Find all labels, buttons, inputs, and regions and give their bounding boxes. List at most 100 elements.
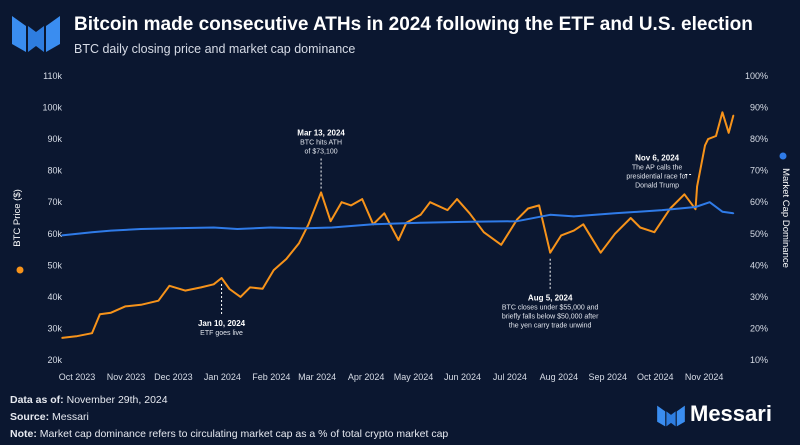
dominance-point bbox=[516, 220, 518, 222]
price-point bbox=[361, 198, 363, 200]
y-right-tick-label: 20% bbox=[750, 323, 768, 333]
chart-subtitle: BTC daily closing price and market cap d… bbox=[74, 42, 356, 56]
x-tick-label: Nov 2023 bbox=[107, 372, 146, 382]
dominance-point bbox=[236, 228, 239, 230]
x-tick-label: Jan 2024 bbox=[204, 372, 241, 382]
price-point bbox=[614, 232, 616, 235]
y-left-tick-label: 40k bbox=[47, 292, 62, 302]
price-point bbox=[715, 135, 717, 137]
price-point bbox=[397, 239, 400, 241]
dominance-legend-marker bbox=[779, 152, 787, 160]
y-right-tick-label: 90% bbox=[750, 103, 768, 113]
price-point bbox=[261, 287, 264, 290]
btc-chart: 20k 30k 40k 50k 60k 70k 80k 90k 100k 110k 10% 20% 3… bbox=[12, 71, 791, 382]
dominance-point bbox=[468, 220, 471, 223]
annotation-text: briefly falls below $50,000 after bbox=[502, 314, 599, 321]
price-point bbox=[696, 185, 698, 188]
x-tick-label: Mar 2024 bbox=[298, 372, 336, 382]
dominance-point bbox=[140, 228, 142, 230]
footer: Data as of: November 29th, 2024 Source: … bbox=[10, 392, 448, 443]
annotation-text: of $73,100 bbox=[305, 148, 338, 155]
y-right-tick-label: 30% bbox=[750, 292, 768, 302]
y-right-tick-label: 10% bbox=[750, 355, 768, 365]
dominance-point bbox=[301, 227, 303, 230]
price-point bbox=[184, 289, 187, 292]
x-tick-label: Aug 2024 bbox=[540, 372, 579, 382]
annotation-title: Jan 10, 2024 bbox=[198, 319, 246, 328]
dominance-point bbox=[721, 210, 724, 213]
note-line: Note: Market cap dominance refers to cir… bbox=[10, 428, 449, 440]
chart-title: Bitcoin made consecutive ATHs in 2024 fo… bbox=[74, 14, 753, 35]
x-tick-label: Jul 2024 bbox=[493, 372, 527, 382]
x-tick-label: Dec 2023 bbox=[154, 372, 193, 382]
price-point bbox=[124, 305, 126, 308]
price-point bbox=[538, 204, 540, 207]
y-left-tick-label: 110k bbox=[43, 71, 62, 81]
price-point bbox=[350, 204, 352, 207]
dominance-point bbox=[91, 231, 93, 233]
dominance-point bbox=[661, 209, 664, 211]
price-point bbox=[707, 138, 709, 140]
axis-titles: BTC Price ($) Market Cap Dominance bbox=[12, 152, 791, 274]
x-tick-label: Oct 2024 bbox=[637, 372, 674, 382]
price-point bbox=[516, 218, 518, 221]
price-point bbox=[732, 114, 735, 117]
source-line: Source: Messari bbox=[10, 411, 89, 423]
chart-annotations: Jan 10, 2024 ETF goes live Mar 13, 2024 BTC… bbox=[198, 128, 692, 337]
brand-name: Messari bbox=[690, 401, 772, 426]
price-point bbox=[110, 311, 112, 314]
y-right-tick-label: 40% bbox=[750, 260, 768, 270]
dominance-point bbox=[110, 229, 112, 232]
annotation-title: Nov 6, 2024 bbox=[635, 153, 680, 162]
dominance-point bbox=[331, 226, 333, 229]
price-point bbox=[694, 208, 697, 210]
x-tick-label: May 2024 bbox=[394, 372, 434, 382]
y-left-axis-title: BTC Price ($) bbox=[12, 189, 23, 247]
y-left-tick-label: 30k bbox=[47, 323, 62, 333]
chart-header: Bitcoin made consecutive ATHs in 2024 fo… bbox=[10, 10, 790, 60]
price-point bbox=[446, 209, 449, 211]
price-point bbox=[61, 337, 63, 339]
price-point bbox=[560, 234, 563, 237]
y-right-axis-title: Market Cap Dominance bbox=[780, 168, 791, 268]
x-axis: Oct 2023 Nov 2023 Dec 2023 Jan 2024 Feb 2024… bbox=[59, 372, 724, 382]
price-legend-marker bbox=[16, 266, 24, 274]
dominance-point bbox=[614, 212, 616, 215]
y-left-tick-label: 70k bbox=[47, 197, 62, 207]
price-point bbox=[272, 269, 275, 271]
right-y-axis: 10% 20% 30% 40% 50% 60% 70% 80% 90% 100% bbox=[745, 71, 768, 365]
price-point bbox=[582, 223, 585, 226]
price-point bbox=[212, 283, 215, 286]
y-right-tick-label: 60% bbox=[750, 197, 768, 207]
x-tick-label: Apr 2024 bbox=[348, 372, 385, 382]
dominance-point bbox=[179, 227, 182, 229]
price-point bbox=[500, 244, 502, 246]
dominance-point bbox=[708, 201, 711, 204]
price-point bbox=[298, 242, 300, 245]
price-point bbox=[168, 285, 171, 287]
price-point bbox=[527, 207, 529, 210]
price-point bbox=[419, 214, 422, 216]
price-point bbox=[228, 288, 231, 290]
dominance-point bbox=[419, 221, 422, 224]
y-left-tick-label: 60k bbox=[47, 229, 62, 239]
chart-series bbox=[61, 111, 735, 339]
price-point bbox=[91, 332, 93, 334]
price-point bbox=[239, 296, 242, 298]
x-tick-label: Jun 2024 bbox=[444, 372, 481, 382]
price-point bbox=[285, 258, 288, 260]
price-point bbox=[549, 251, 551, 254]
price-point bbox=[573, 229, 575, 232]
price-point bbox=[721, 111, 724, 114]
dominance-point bbox=[61, 234, 63, 237]
dominance-point bbox=[212, 226, 215, 229]
annotation-text: presidential race for bbox=[626, 173, 688, 180]
data-as-of: Data as of: November 29th, 2024 bbox=[10, 394, 168, 406]
price-point bbox=[727, 132, 730, 134]
x-tick-label: Oct 2023 bbox=[59, 372, 96, 382]
price-point bbox=[320, 191, 322, 194]
price-point bbox=[157, 299, 160, 302]
price-point bbox=[75, 335, 78, 338]
price-point bbox=[429, 201, 431, 204]
price-point bbox=[704, 144, 706, 147]
